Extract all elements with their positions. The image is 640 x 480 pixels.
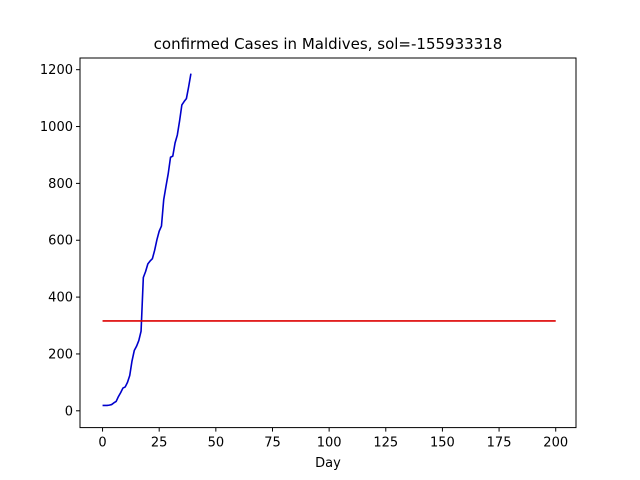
x-tick-label: 0 xyxy=(98,436,106,451)
y-tick-label: 200 xyxy=(48,347,73,362)
x-tick-label: 100 xyxy=(317,436,342,451)
x-tick-label: 200 xyxy=(543,436,568,451)
x-tick-label: 175 xyxy=(487,436,512,451)
plot-frame xyxy=(79,57,577,429)
x-axis: 0 25 50 75 100 125 150 175 200 xyxy=(98,427,568,451)
series-line-0 xyxy=(102,73,192,407)
y-tick-label: 800 xyxy=(48,177,73,192)
plot-area xyxy=(102,73,556,407)
y-tick-label: 600 xyxy=(48,234,73,249)
x-tick-label: 150 xyxy=(430,436,455,451)
x-tick-label: 125 xyxy=(373,436,398,451)
x-tick-label: 75 xyxy=(264,436,281,451)
y-tick-label: 400 xyxy=(48,291,73,306)
x-tick-label: 50 xyxy=(208,436,225,451)
y-axis: 0 200 400 600 800 1000 1200 xyxy=(40,63,80,419)
y-tick-label: 0 xyxy=(65,404,73,419)
chart-title: confirmed Cases in Maldives, sol=-155933… xyxy=(154,35,503,53)
x-tick-label: 25 xyxy=(151,436,168,451)
y-tick-label: 1000 xyxy=(40,120,73,135)
x-axis-label: Day xyxy=(315,456,341,471)
y-tick-label: 1200 xyxy=(40,63,73,78)
